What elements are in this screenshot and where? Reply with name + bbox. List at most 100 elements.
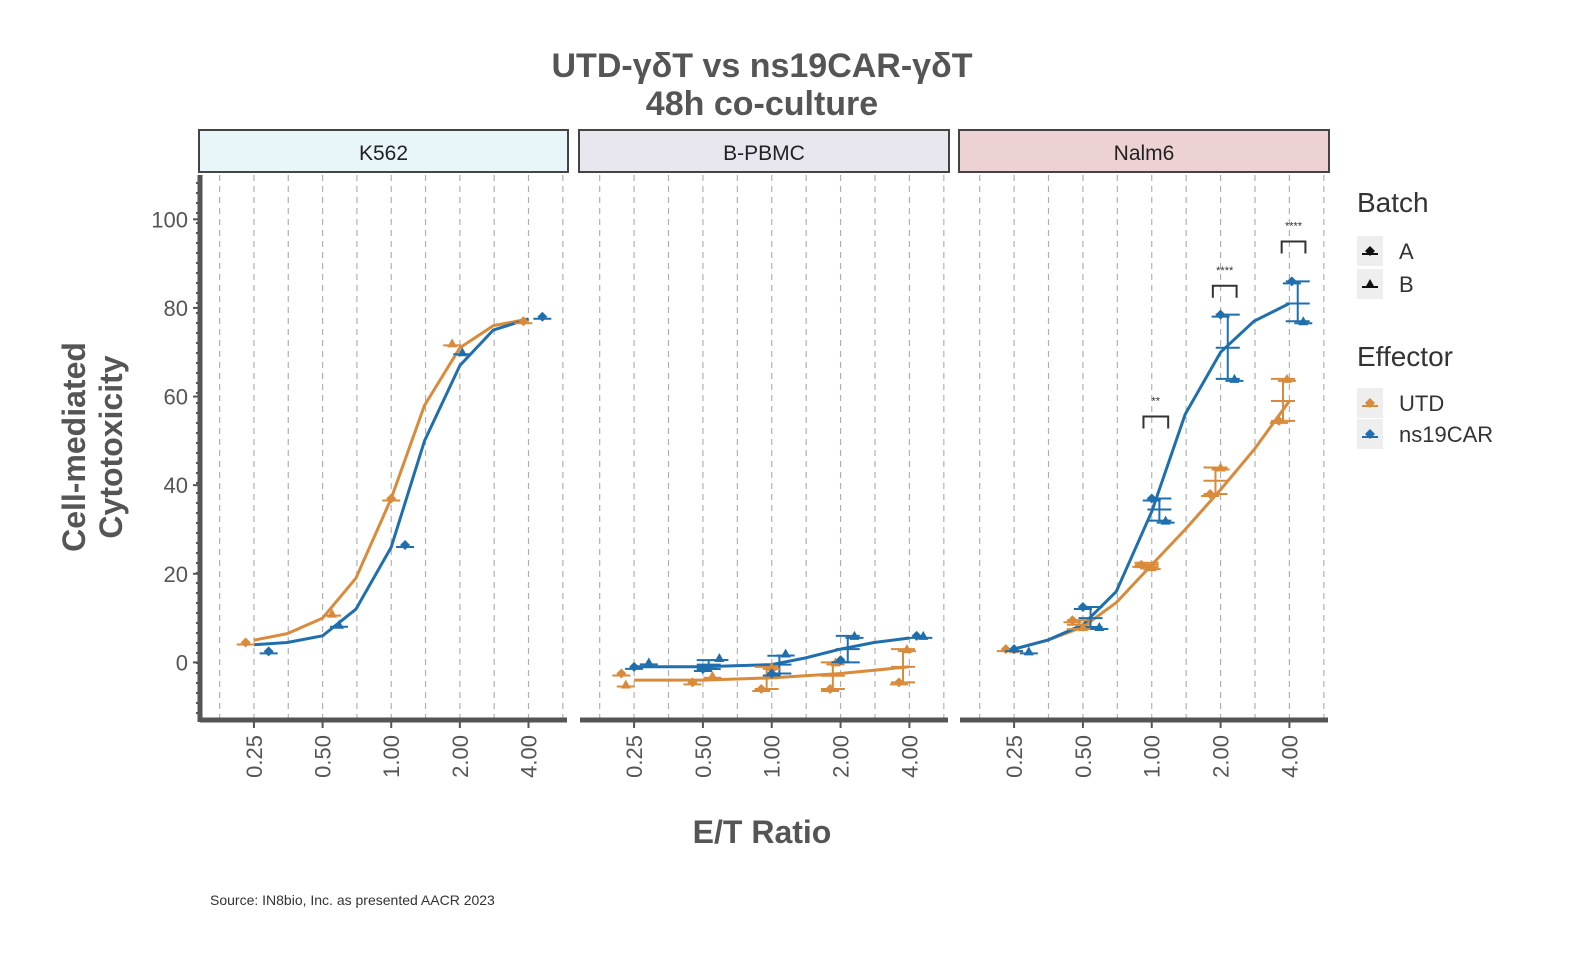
data-point-batch-a [1205, 489, 1216, 500]
legend-batch-title: Batch [1357, 187, 1429, 218]
data-point-batch-b [1160, 515, 1171, 525]
y-tick-label: 0 [176, 650, 188, 675]
data-point-batch-a [629, 661, 640, 672]
legend-key-triangle [1365, 279, 1375, 288]
x-tick-label: 4.00 [897, 735, 922, 778]
data-point-batch-a [537, 311, 548, 322]
data-point-batch-a [766, 668, 777, 679]
fit-curve-ns19car [1013, 302, 1291, 651]
data-point-batch-a [1009, 644, 1020, 655]
data-point-batch-a [240, 637, 251, 648]
x-tick-label: 1.00 [760, 735, 785, 778]
x-tick-label: 1.00 [379, 735, 404, 778]
data-point-batch-b [643, 657, 654, 667]
data-point-batch-b [766, 661, 777, 671]
strip-nalm6 [958, 129, 1330, 173]
x-tick-label: 2.00 [829, 735, 854, 778]
data-point-batch-b [333, 619, 344, 629]
data-point-batch-b [327, 608, 338, 618]
data-point-batch-b [1298, 316, 1309, 326]
x-tick-label: 2.00 [1209, 735, 1234, 778]
significance-label: **** [1216, 265, 1234, 277]
legend-key-diamond [1365, 246, 1375, 256]
x-tick-label: 0.25 [622, 735, 647, 778]
significance-label: **** [1285, 220, 1303, 232]
data-point-batch-b [1094, 621, 1105, 631]
significance-bracket [1280, 240, 1307, 254]
y-axis-title-line1: Cell-mediated [56, 342, 92, 552]
x-tick-label: 2.00 [448, 735, 473, 778]
x-tick-label: 0.50 [691, 735, 716, 778]
significance-label: ** [1152, 395, 1161, 407]
y-tick-label: 100 [151, 207, 188, 232]
data-point-batch-a [825, 683, 836, 694]
data-point-batch-b [1281, 373, 1292, 383]
data-point-batch-b [1215, 462, 1226, 472]
y-tick-label: 60 [164, 385, 188, 410]
strip-label-k562: K562 [359, 142, 408, 165]
data-point-batch-a [386, 493, 397, 504]
data-point-batch-a [616, 668, 627, 679]
data-point-batch-b [714, 652, 725, 662]
strip-label-b-pbmc: B-PBMC [723, 142, 805, 165]
data-point-batch-a [1286, 276, 1297, 287]
legend-batch-item: B [1399, 272, 1414, 297]
fit-curve-utd [1013, 400, 1291, 651]
fit-curve-ns19car [253, 317, 529, 647]
y-tick-label: 80 [164, 296, 188, 321]
data-point-batch-a [835, 655, 846, 666]
x-axis-title: E/T Ratio [693, 814, 832, 850]
y-axis-title-line2: Cytotoxicity [93, 355, 129, 538]
data-point-batch-a [400, 539, 411, 550]
data-point-batch-b [780, 648, 791, 658]
data-point-batch-b [1146, 562, 1157, 572]
strip-label-nalm6: Nalm6 [1114, 142, 1175, 165]
legend-effector-title: Effector [1357, 341, 1453, 372]
data-point-batch-b [1229, 373, 1240, 383]
data-point-batch-a [1077, 602, 1088, 613]
data-point-batch-a [687, 677, 698, 688]
data-point-batch-b [1023, 646, 1034, 656]
legend-effector-item: ns19CAR [1399, 422, 1493, 447]
data-point-batch-b [901, 644, 912, 654]
data-point-batch-a [1136, 559, 1147, 570]
x-tick-label: 0.50 [311, 735, 336, 778]
significance-bracket [1142, 415, 1170, 429]
x-tick-label: 0.25 [242, 735, 267, 778]
legend-effector-item: UTD [1399, 391, 1444, 416]
data-point-batch-b [849, 630, 860, 640]
data-point-batch-a [518, 316, 529, 327]
significance-bracket [1211, 284, 1238, 298]
data-point-batch-a [893, 677, 904, 688]
legend-key-symbol [1365, 398, 1375, 408]
data-point-batch-b [620, 679, 631, 689]
data-point-batch-a [756, 683, 767, 694]
data-point-batch-a [1067, 615, 1078, 626]
x-tick-label: 1.00 [1140, 735, 1165, 778]
strip-b-pbmc [578, 129, 950, 173]
strip-k562 [198, 129, 569, 173]
chart-title: UTD-γδT vs ns19CAR-γδT [552, 47, 973, 85]
data-point-batch-b [447, 338, 458, 348]
chart-subtitle: 48h co-culture [646, 85, 878, 123]
data-point-batch-a [263, 646, 274, 657]
data-point-batch-a [1215, 309, 1226, 320]
data-point-batch-a [1146, 493, 1157, 504]
source-note: Source: IN8bio, Inc. as presented AACR 2… [210, 892, 495, 908]
legend-key-symbol [1365, 429, 1375, 439]
data-point-batch-a [697, 664, 708, 675]
data-point-batch-b [457, 347, 468, 357]
y-tick-label: 40 [164, 473, 188, 498]
data-point-batch-b [1077, 621, 1088, 631]
data-point-batch-b [707, 670, 718, 680]
x-tick-label: 4.00 [517, 735, 542, 778]
y-tick-label: 20 [164, 562, 188, 587]
x-tick-label: 4.00 [1277, 735, 1302, 778]
x-tick-label: 0.25 [1002, 735, 1027, 778]
data-point-batch-b [918, 630, 929, 640]
x-tick-label: 0.50 [1071, 735, 1096, 778]
legend-batch-item: A [1399, 239, 1414, 264]
data-point-batch-a [1273, 415, 1284, 426]
